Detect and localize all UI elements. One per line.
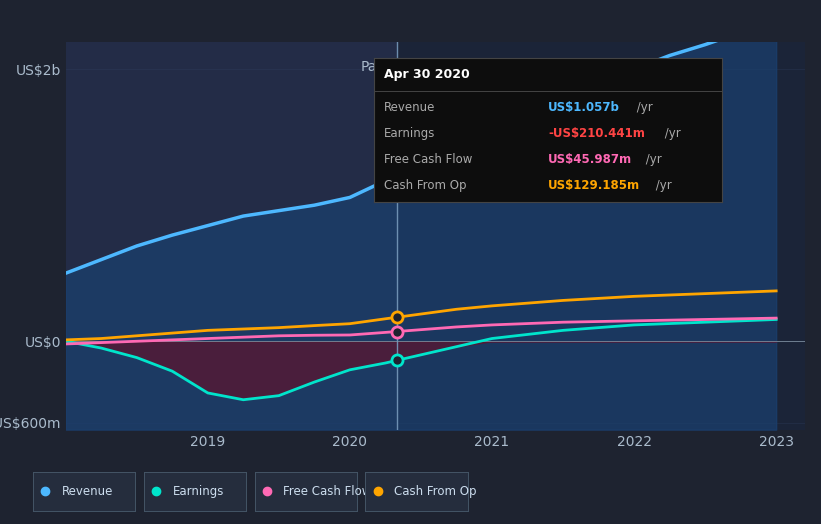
Text: Revenue: Revenue (384, 101, 435, 114)
Bar (397, 42, 805, 430)
Text: -US$210.441m: -US$210.441m (548, 127, 644, 140)
Text: Earnings: Earnings (384, 127, 435, 140)
Text: Cash From Op: Cash From Op (394, 485, 476, 498)
Text: /yr: /yr (642, 153, 662, 166)
Text: Revenue: Revenue (62, 485, 113, 498)
Text: US$1.057b: US$1.057b (548, 101, 620, 114)
Text: Cash From Op: Cash From Op (384, 179, 466, 192)
Text: /yr: /yr (633, 101, 653, 114)
Text: US$45.987m: US$45.987m (548, 153, 632, 166)
Text: /yr: /yr (661, 127, 681, 140)
Text: Past: Past (360, 60, 390, 73)
Text: US$129.185m: US$129.185m (548, 179, 640, 192)
Text: /yr: /yr (652, 179, 672, 192)
Text: Analysts Forecasts: Analysts Forecasts (411, 60, 540, 73)
Bar (66, 42, 397, 430)
Text: Free Cash Flow: Free Cash Flow (384, 153, 472, 166)
Text: Earnings: Earnings (172, 485, 224, 498)
Text: Free Cash Flow: Free Cash Flow (283, 485, 372, 498)
Text: Apr 30 2020: Apr 30 2020 (384, 68, 470, 81)
